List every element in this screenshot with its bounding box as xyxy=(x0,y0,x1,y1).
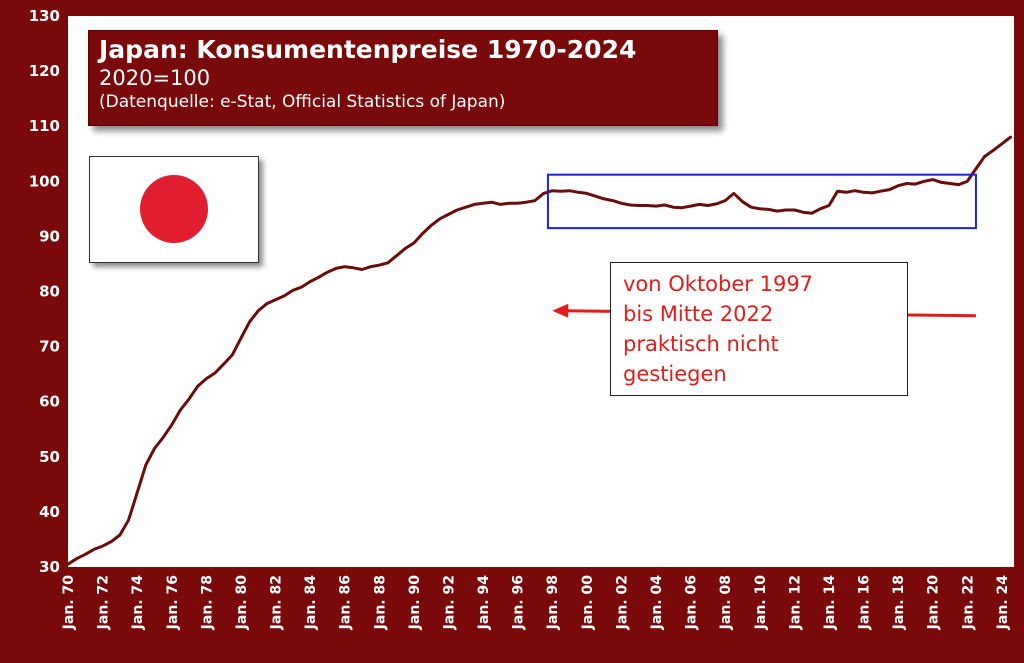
x-tick-label: Jan. 16 xyxy=(857,575,873,630)
y-tick-label: 120 xyxy=(29,62,60,80)
x-tick-label: Jan. 92 xyxy=(441,575,457,630)
x-tick-label: Jan. 96 xyxy=(511,575,527,630)
cpi-series-line xyxy=(66,135,1012,566)
note-line: praktisch nicht xyxy=(623,332,779,356)
title-box: Japan: Konsumentenpreise 1970-2024 2020=… xyxy=(88,30,718,126)
x-tick-label: Jan. 22 xyxy=(960,575,976,630)
y-tick-label: 90 xyxy=(39,227,60,245)
data-source: (Datenquelle: e-Stat, Official Statistic… xyxy=(99,92,506,112)
x-tick-label: Jan. 90 xyxy=(407,575,423,631)
arrow-head-icon xyxy=(552,303,569,318)
y-tick-label: 60 xyxy=(39,393,60,411)
x-tick-label: Jan. 94 xyxy=(476,575,492,631)
highlight-box xyxy=(546,173,977,230)
y-tick-label: 80 xyxy=(39,283,60,301)
x-tick-label: Jan. 00 xyxy=(580,575,596,631)
x-tick-label: Jan. 86 xyxy=(338,575,354,630)
x-tick-label: Jan. 18 xyxy=(891,575,907,630)
x-tick-label: Jan. 10 xyxy=(753,575,769,631)
x-tick-label: Jan. 98 xyxy=(545,575,561,630)
x-tick-label: Jan. 12 xyxy=(787,575,803,630)
y-tick-label: 30 xyxy=(39,558,60,576)
x-tick-label: Jan. 04 xyxy=(649,575,665,631)
x-tick-label: Jan. 06 xyxy=(684,575,700,630)
x-tick-label: Jan. 80 xyxy=(234,575,250,631)
x-tick-label: Jan. 84 xyxy=(303,575,319,631)
x-tick-label: Jan. 20 xyxy=(926,575,942,631)
x-tick-label: Jan. 78 xyxy=(199,575,215,630)
x-tick-label: Jan. 82 xyxy=(269,575,285,630)
x-tick-label: Jan. 02 xyxy=(614,575,630,630)
x-tick-label: Jan. 24 xyxy=(995,575,1011,631)
note-line: gestiegen xyxy=(623,362,727,386)
x-tick-label: Jan. 88 xyxy=(372,575,388,630)
y-tick-label: 50 xyxy=(39,448,60,466)
x-tick-label: Jan. 76 xyxy=(165,575,181,630)
y-axis-ticks: 30 40 50 60 70 80 90 100 110 120 130 xyxy=(29,7,60,576)
note-line: bis Mitte 2022 xyxy=(623,302,774,326)
y-tick-label: 130 xyxy=(29,7,60,25)
japan-flag-icon xyxy=(89,156,259,263)
y-tick-label: 100 xyxy=(29,172,60,190)
chart-subtitle: 2020=100 xyxy=(99,66,211,90)
x-tick-label: Jan. 72 xyxy=(96,575,112,630)
flag-red-disc xyxy=(140,175,208,243)
y-tick-label: 40 xyxy=(39,503,60,521)
chart-title: Japan: Konsumentenpreise 1970-2024 xyxy=(99,35,637,64)
x-axis-ticks: Jan. 70 Jan. 72 Jan. 74 Jan. 76 Jan. 78 Jan. … xyxy=(61,575,1011,631)
x-tick-label: Jan. 70 xyxy=(61,575,77,631)
x-tick-label: Jan. 14 xyxy=(822,575,838,631)
series-layer xyxy=(66,135,1012,566)
y-tick-label: 70 xyxy=(39,338,60,356)
x-tick-label: Jan. 08 xyxy=(718,575,734,630)
x-tick-label: Jan. 74 xyxy=(130,575,146,631)
y-tick-label: 110 xyxy=(29,117,60,135)
note-line: von Oktober 1997 xyxy=(623,272,814,296)
annotation-note: von Oktober 1997 bis Mitte 2022 praktisc… xyxy=(610,262,908,396)
